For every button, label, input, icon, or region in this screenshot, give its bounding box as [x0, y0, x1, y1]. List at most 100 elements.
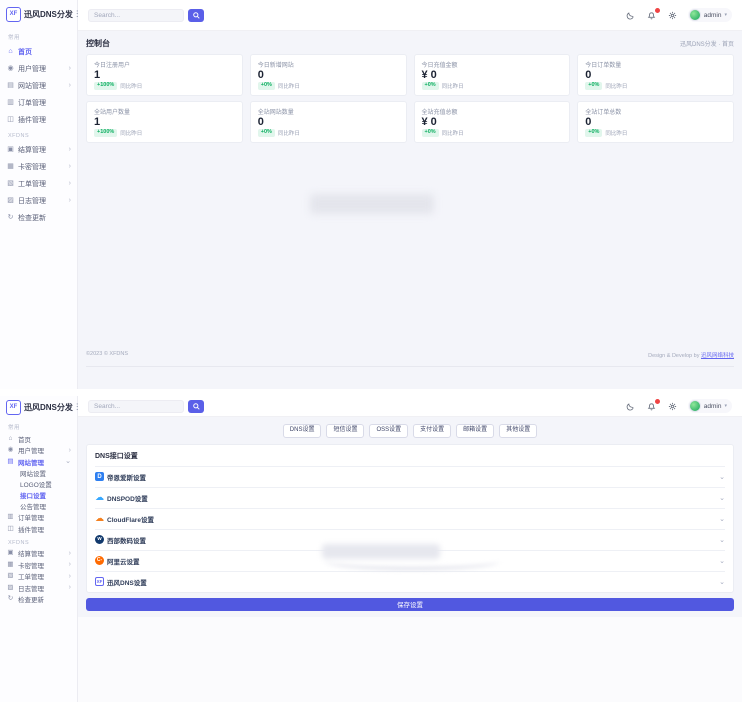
accordion-dnsla[interactable]: D 帝恩爱斯设置 ⌄: [95, 465, 725, 487]
sidebar-item-update[interactable]: ↻ 检查更新: [6, 594, 71, 606]
stat-badge: +0%: [585, 82, 603, 90]
sidebar-subitem-label: 接口设置: [20, 493, 46, 500]
accordion-label: DNSPOD设置: [107, 495, 148, 503]
stat-label: 全站网站数量: [257, 110, 294, 116]
user-menu[interactable]: admin ▾: [687, 399, 732, 413]
accordion-cloudflare[interactable]: ☁ CloudFlare设置 ⌄: [95, 507, 725, 529]
sidebar-item-update[interactable]: ↻ 检查更新: [6, 209, 71, 226]
stat-badge: +0%: [257, 129, 275, 137]
sidebar-section-label: 常用: [8, 35, 21, 41]
sidebar-item-plugins[interactable]: ◫ 插件管理: [6, 523, 71, 535]
order-icon: ▥: [7, 513, 14, 520]
home-icon: ⌂: [8, 48, 13, 55]
site-icon: ▤: [7, 82, 14, 89]
sidebar-item-label: 日志管理: [18, 197, 46, 205]
tab-email-settings[interactable]: 邮箱设置: [456, 424, 495, 438]
notification-badge: [653, 7, 661, 14]
brand-logo[interactable]: XF 迅风DNS分发 ☰: [6, 396, 84, 418]
stat-label: 全站用户数量: [94, 110, 131, 116]
accordion-xfdns[interactable]: XF 迅风DNS设置 ⌄: [95, 570, 725, 592]
settings-screenshot: XF 迅风DNS分发 ☰ 常用 ⌂ 首页 ◉ 用户管理 › ▤ 网站管理 ⌄ 网…: [0, 396, 742, 722]
sidebar-item-cards[interactable]: ▦ 卡密管理 ›: [6, 559, 71, 571]
sidebar-item-tickets[interactable]: ▧ 工单管理 ›: [6, 175, 71, 192]
bell-icon: [647, 11, 656, 19]
sidebar-subitem-logo-settings[interactable]: LOGO设置: [6, 479, 71, 490]
tab-other-settings[interactable]: 其他设置: [499, 424, 538, 438]
sidebar-item-billing[interactable]: ▣ 结算管理 ›: [6, 141, 71, 158]
stat-label: 今日注册用户: [94, 63, 131, 69]
credit-link[interactable]: 迅风网络科技: [700, 353, 734, 359]
search-button[interactable]: [188, 8, 204, 22]
tab-oss-settings[interactable]: OSS设置: [369, 424, 409, 438]
sidebar-item-label: 工单管理: [18, 180, 46, 188]
sidebar-subitem-site-settings[interactable]: 网站设置: [6, 468, 71, 479]
accordion-label: 阿里云设置: [107, 558, 140, 566]
sidebar-item-home[interactable]: ⌂ 首页: [6, 433, 71, 445]
sidebar: XF 迅风DNS分发 ☰ 常用 ⌂ 首页 ◉ 用户管理 › ▤ 网站管理 ⌄ 网…: [0, 396, 84, 702]
settings-button[interactable]: [667, 400, 679, 412]
sidebar-item-users[interactable]: ◉ 用户管理 ›: [6, 445, 71, 457]
tab-sms-settings[interactable]: 短信设置: [326, 424, 365, 438]
search-input[interactable]: [88, 8, 184, 22]
sidebar-item-label: 检查更新: [18, 597, 44, 605]
log-icon: ▨: [7, 583, 14, 591]
tab-payment-settings[interactable]: 支付设置: [413, 424, 452, 438]
page-title: 控制台: [86, 38, 110, 48]
sidebar-item-cards[interactable]: ▦ 卡密管理 ›: [6, 158, 71, 175]
brand-name: 迅风DNS分发: [24, 402, 73, 412]
stat-value: ¥ 0: [421, 69, 437, 81]
brand-logo-icon: XF: [6, 6, 21, 22]
accordion-dnspod[interactable]: ☁ DNSPOD设置 ⌄: [95, 486, 725, 508]
sidebar-item-sites[interactable]: ▤ 网站管理 ⌄: [6, 456, 71, 468]
tab-dns-settings[interactable]: DNS设置: [282, 424, 322, 438]
notifications-button[interactable]: [646, 7, 661, 21]
search-button[interactable]: [188, 399, 204, 413]
sidebar-item-plugins[interactable]: ◫ 插件管理: [6, 111, 71, 128]
stat-card: 今日充值金额 ¥ 0 +0% 同比昨日: [413, 54, 571, 96]
stat-label: 全站充值总额: [421, 110, 458, 116]
sidebar-subitem-api-settings[interactable]: 接口设置: [6, 490, 71, 501]
sidebar-item-orders[interactable]: ▥ 订单管理: [6, 94, 71, 111]
sidebar-item-label: 用户管理: [18, 448, 44, 456]
stat-badge: +0%: [585, 129, 603, 137]
sidebar-item-logs[interactable]: ▨ 日志管理 ›: [6, 192, 71, 209]
accordion-label: 迅风DNS设置: [107, 579, 147, 587]
stat-label: 今日充值金额: [421, 63, 458, 69]
sidebar-subitem-announcements[interactable]: 公告管理: [6, 501, 71, 512]
sidebar-item-orders[interactable]: ▥ 订单管理: [6, 512, 71, 524]
sidebar-item-sites[interactable]: ▤ 网站管理 ›: [6, 77, 71, 94]
stat-note: 同比昨日: [120, 84, 143, 90]
chevron-right-icon: ›: [68, 572, 71, 580]
sidebar-item-logs[interactable]: ▨ 日志管理 ›: [6, 582, 71, 594]
ticket-icon: ▧: [7, 180, 14, 187]
sidebar-item-billing[interactable]: ▣ 结算管理 ›: [6, 548, 71, 560]
sidebar-item-label: 订单管理: [18, 99, 46, 107]
stat-badge: +100%: [94, 129, 118, 137]
settings-button[interactable]: [667, 9, 679, 21]
stat-label: 今日订单数量: [585, 63, 622, 69]
sidebar-subitem-label: 公告管理: [20, 504, 46, 511]
dashboard-screenshot: XF 迅风DNS分发 ☰ 常用 ⌂ 首页 ◉ 用户管理 › ▤ 网站管理 › ▥…: [6, 0, 742, 389]
save-settings-button[interactable]: 保存设置: [86, 597, 734, 611]
dnspod-cloud-icon: ☁: [95, 492, 104, 503]
dark-mode-toggle[interactable]: [625, 9, 637, 21]
sidebar-item-tickets[interactable]: ▧ 工单管理 ›: [6, 571, 71, 583]
search-input[interactable]: [88, 399, 184, 413]
brand-logo[interactable]: XF 迅风DNS分发 ☰: [6, 0, 84, 28]
notifications-button[interactable]: [646, 398, 661, 412]
user-menu[interactable]: admin ▾: [687, 8, 732, 22]
username: admin: [703, 11, 722, 19]
accordion-west[interactable]: w 西部数码设置 ⌄: [95, 528, 725, 550]
sidebar-item-users[interactable]: ◉ 用户管理 ›: [6, 60, 71, 77]
dark-mode-toggle[interactable]: [625, 400, 637, 412]
stat-card: 全站订单总数 0 +0% 同比昨日: [577, 101, 734, 143]
top-header: admin ▾: [78, 0, 742, 31]
site-icon: ▤: [7, 457, 14, 465]
chevron-down-icon: ⌄: [719, 494, 725, 502]
sidebar-item-home[interactable]: ⌂ 首页: [6, 43, 71, 60]
stat-note: 同比昨日: [277, 84, 300, 90]
plugin-icon: ◫: [7, 524, 14, 532]
sidebar-item-label: 结算管理: [18, 146, 46, 154]
log-icon: ▨: [7, 197, 14, 204]
avatar: [688, 9, 701, 21]
